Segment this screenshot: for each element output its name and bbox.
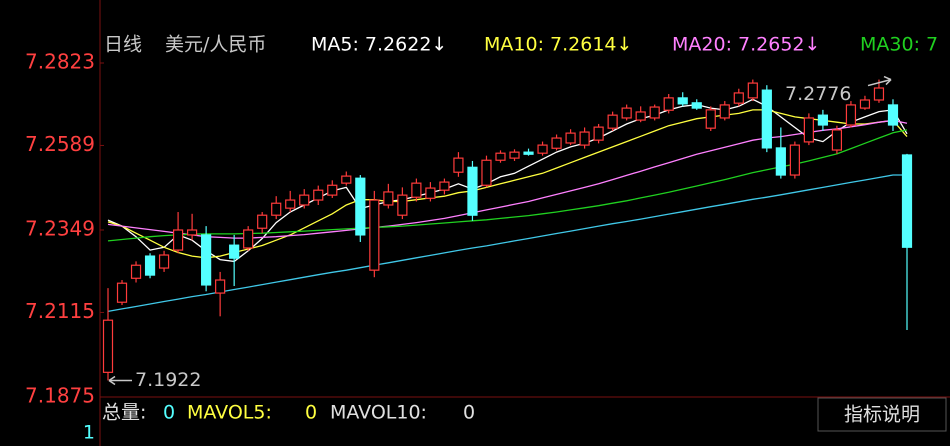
mavol10-label: MAVOL10: [330,402,427,424]
candle-body [523,151,534,155]
candle-body [677,97,688,105]
candle-body [257,214,268,229]
candle-body [761,89,772,149]
candle-body [397,194,408,216]
candle-body [565,132,576,144]
candle-body [775,147,786,176]
mavol5-value: 0 [305,402,317,424]
ma-line [107,119,908,239]
high-arrow [867,78,892,87]
candle-body [439,181,450,191]
candle-body [733,92,744,104]
legend-ma30: MA30: 7 [860,34,938,56]
candle-body [509,151,520,159]
ma-line [107,109,908,259]
candle-body [271,202,282,216]
candle-body [130,264,142,279]
candle-body [719,104,730,119]
candle-body [705,109,716,129]
candle-body [579,131,590,146]
candle-body [663,97,674,111]
candle-body [495,152,506,161]
mavol5-label: MAVOL5: [187,402,272,424]
candle-body [803,117,814,143]
y-tick-label: 7.2823 [25,50,95,74]
candle-body [243,229,254,249]
candle-body [341,175,352,184]
candle-body [901,154,913,248]
candle-body [158,254,170,269]
volume-value: 0 [163,402,175,424]
candle-body [649,106,660,119]
candle-body [635,111,646,121]
plot-area: 7.2823 7.2589 7.2349 7.2115 7.1875 7.2776 7.19… [25,50,913,408]
candle-body [747,82,758,99]
volume-label: 总量: [102,402,146,424]
candle-body [859,99,871,109]
candle-body [383,191,394,206]
candle-body [537,144,548,154]
candle-body [355,177,366,236]
candle-body [453,157,464,173]
mavol10-value: 0 [463,402,475,424]
candle-body [215,279,226,294]
y-tick-label: 7.2349 [25,217,95,241]
candle-body [621,107,632,119]
candle-body [831,129,843,151]
candle-body [551,137,562,149]
candle-body [201,234,212,286]
legend-ma20: MA20: 7.2652↓ [672,34,820,56]
candle-body [467,166,478,216]
candle-body [285,199,296,209]
candle-body [144,255,156,276]
candle-body [369,199,380,271]
ma-line [107,98,908,263]
high-label: 7.2776 [785,83,851,105]
ma-line [107,174,907,313]
y-tick-label: 7.1875 [25,384,95,408]
high-arrowhead [883,75,892,86]
candle-body [817,114,828,126]
candle-body [229,244,240,259]
candle-body [789,144,800,176]
candle-body [845,104,857,126]
candle-body [187,229,198,236]
candle-body [887,104,899,126]
symbol: 美元/人民币 [165,34,266,56]
low-arrowhead [108,375,116,386]
candle-body [102,319,114,373]
candle-body [299,194,310,206]
ma-line [107,129,908,242]
legend-ma10: MA10: 7.2614↓ [484,34,632,56]
candle-body [116,282,128,303]
candle-body [327,184,338,196]
candle-body [481,159,492,186]
candle-body [172,229,184,251]
candle-body [411,182,422,198]
candle-body [313,189,324,201]
volume-axis-label: 1 [83,422,95,444]
y-tick-label: 7.2589 [25,132,95,156]
period: 日线 [104,34,142,56]
candle-body [691,102,702,109]
candle-body [873,87,885,101]
legend-ma5: MA5: 7.2622↓ [311,34,447,56]
help-button[interactable] [817,397,947,432]
help-button-label[interactable]: 指标说明 [844,404,920,426]
candle-body [607,114,618,129]
y-tick-label: 7.2115 [25,299,95,323]
candle-body [425,187,436,199]
candle-body [593,126,604,141]
low-label: 7.1922 [135,369,201,391]
